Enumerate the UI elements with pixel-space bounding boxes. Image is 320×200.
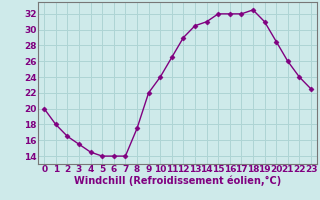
X-axis label: Windchill (Refroidissement éolien,°C): Windchill (Refroidissement éolien,°C) [74,176,281,186]
